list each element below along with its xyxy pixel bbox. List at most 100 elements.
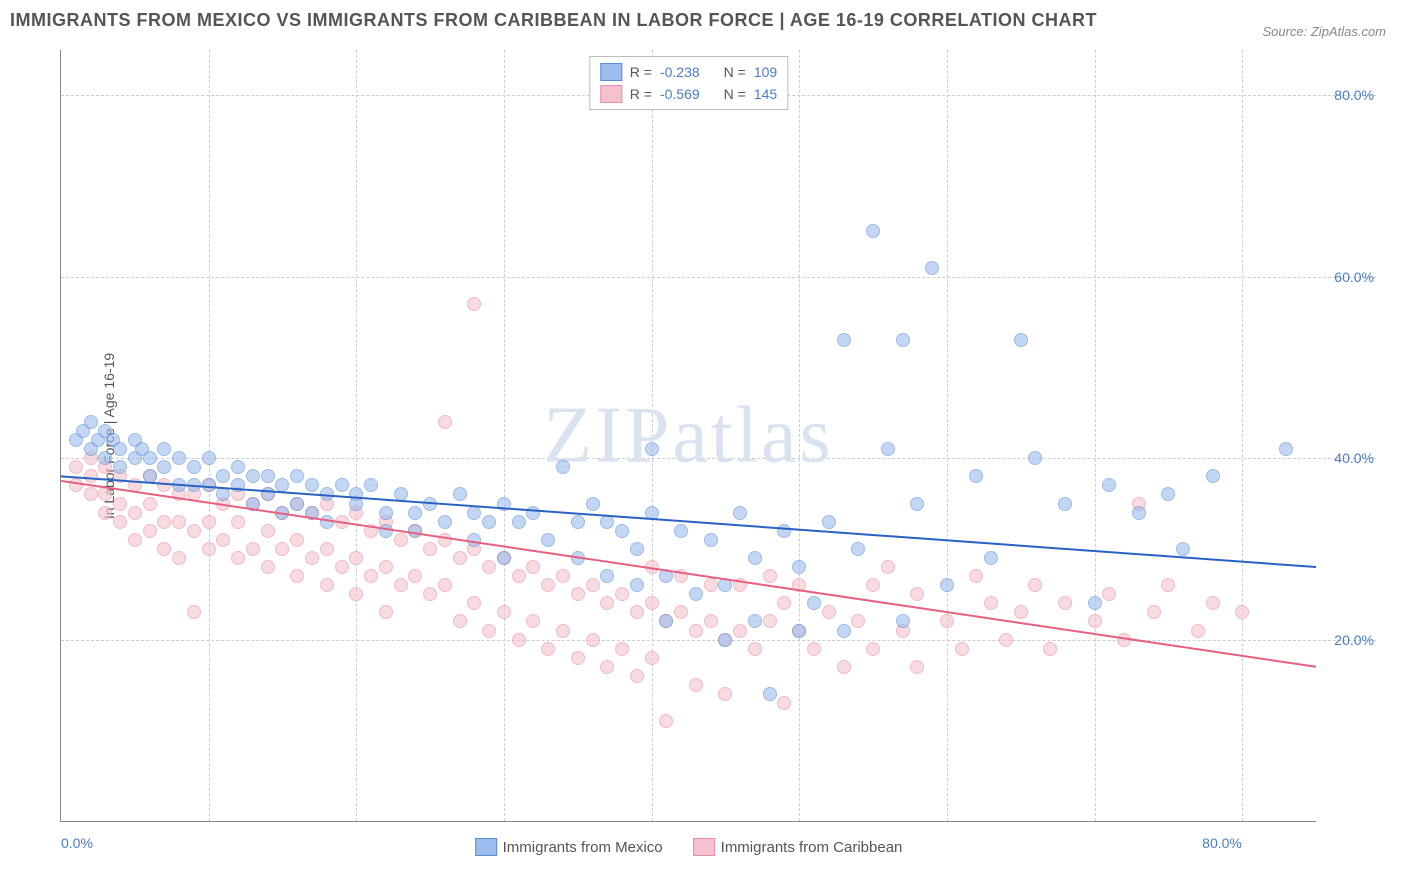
chart-svg: [61, 50, 1316, 821]
scatter-point: [910, 660, 924, 674]
scatter-point: [600, 660, 614, 674]
scatter-point: [202, 515, 216, 529]
scatter-point: [349, 587, 363, 601]
y-tick-label: 20.0%: [1334, 632, 1374, 648]
scatter-point: [423, 587, 437, 601]
scatter-point: [482, 515, 496, 529]
scatter-point: [674, 569, 688, 583]
scatter-point: [866, 224, 880, 238]
scatter-point: [290, 533, 304, 547]
scatter-point: [792, 578, 806, 592]
scatter-point: [202, 478, 216, 492]
scatter-point: [763, 687, 777, 701]
scatter-point: [689, 678, 703, 692]
gridline-vertical: [1242, 50, 1243, 821]
scatter-point: [438, 515, 452, 529]
scatter-point: [231, 515, 245, 529]
scatter-point: [246, 469, 260, 483]
swatch-caribbean: [600, 85, 622, 103]
scatter-point: [645, 651, 659, 665]
scatter-point: [290, 569, 304, 583]
scatter-point: [910, 497, 924, 511]
r-value-caribbean: -0.569: [660, 86, 700, 102]
scatter-point: [807, 642, 821, 656]
scatter-point: [143, 451, 157, 465]
scatter-point: [763, 614, 777, 628]
gridline-vertical: [356, 50, 357, 821]
x-tick-label: 80.0%: [1202, 835, 1242, 851]
scatter-point: [98, 506, 112, 520]
scatter-point: [556, 569, 570, 583]
scatter-point: [940, 614, 954, 628]
swatch-mexico: [600, 63, 622, 81]
scatter-point: [777, 524, 791, 538]
r-value-mexico: -0.238: [660, 64, 700, 80]
scatter-point: [453, 551, 467, 565]
scatter-point: [999, 633, 1013, 647]
scatter-point: [600, 515, 614, 529]
scatter-point: [467, 596, 481, 610]
scatter-point: [733, 578, 747, 592]
scatter-point: [246, 542, 260, 556]
scatter-point: [571, 551, 585, 565]
scatter-point: [763, 569, 777, 583]
scatter-point: [556, 460, 570, 474]
scatter-point: [718, 687, 732, 701]
scatter-point: [541, 533, 555, 547]
scatter-point: [349, 551, 363, 565]
n-label: N =: [724, 64, 746, 80]
scatter-point: [600, 569, 614, 583]
chart-container: IMMIGRANTS FROM MEXICO VS IMMIGRANTS FRO…: [10, 10, 1396, 882]
scatter-point: [1206, 469, 1220, 483]
scatter-point: [157, 478, 171, 492]
x-tick-label: 0.0%: [61, 835, 93, 851]
chart-title: IMMIGRANTS FROM MEXICO VS IMMIGRANTS FRO…: [10, 10, 1396, 31]
y-tick-label: 80.0%: [1334, 87, 1374, 103]
scatter-point: [379, 605, 393, 619]
scatter-point: [143, 469, 157, 483]
source-attribution: Source: ZipAtlas.com: [1262, 24, 1386, 39]
scatter-point: [113, 460, 127, 474]
scatter-point: [497, 605, 511, 619]
scatter-point: [261, 469, 275, 483]
scatter-point: [630, 605, 644, 619]
scatter-point: [526, 614, 540, 628]
scatter-point: [172, 551, 186, 565]
legend-bottom: Immigrants from Mexico Immigrants from C…: [475, 838, 903, 856]
gridline-vertical: [652, 50, 653, 821]
scatter-point: [275, 478, 289, 492]
scatter-point: [408, 524, 422, 538]
plot-area: ZIPatlas In Labor Force | Age 16-19 R = …: [60, 50, 1316, 822]
gridline-vertical: [1095, 50, 1096, 821]
scatter-point: [172, 451, 186, 465]
scatter-point: [423, 497, 437, 511]
scatter-point: [1028, 578, 1042, 592]
scatter-point: [1132, 506, 1146, 520]
scatter-point: [571, 651, 585, 665]
scatter-point: [320, 487, 334, 501]
scatter-point: [128, 533, 142, 547]
scatter-point: [674, 524, 688, 538]
legend-stats-row-mexico: R = -0.238 N = 109: [600, 61, 777, 83]
scatter-point: [261, 560, 275, 574]
scatter-point: [984, 551, 998, 565]
scatter-point: [364, 569, 378, 583]
n-label: N =: [724, 86, 746, 102]
swatch-caribbean: [693, 838, 715, 856]
scatter-point: [748, 642, 762, 656]
scatter-point: [1235, 605, 1249, 619]
scatter-point: [275, 542, 289, 556]
scatter-point: [275, 506, 289, 520]
scatter-point: [600, 596, 614, 610]
scatter-point: [556, 624, 570, 638]
scatter-point: [128, 478, 142, 492]
scatter-point: [748, 551, 762, 565]
scatter-point: [630, 578, 644, 592]
scatter-point: [881, 560, 895, 574]
scatter-point: [394, 533, 408, 547]
scatter-point: [379, 560, 393, 574]
scatter-point: [202, 542, 216, 556]
scatter-point: [172, 478, 186, 492]
scatter-point: [541, 578, 555, 592]
scatter-point: [187, 460, 201, 474]
